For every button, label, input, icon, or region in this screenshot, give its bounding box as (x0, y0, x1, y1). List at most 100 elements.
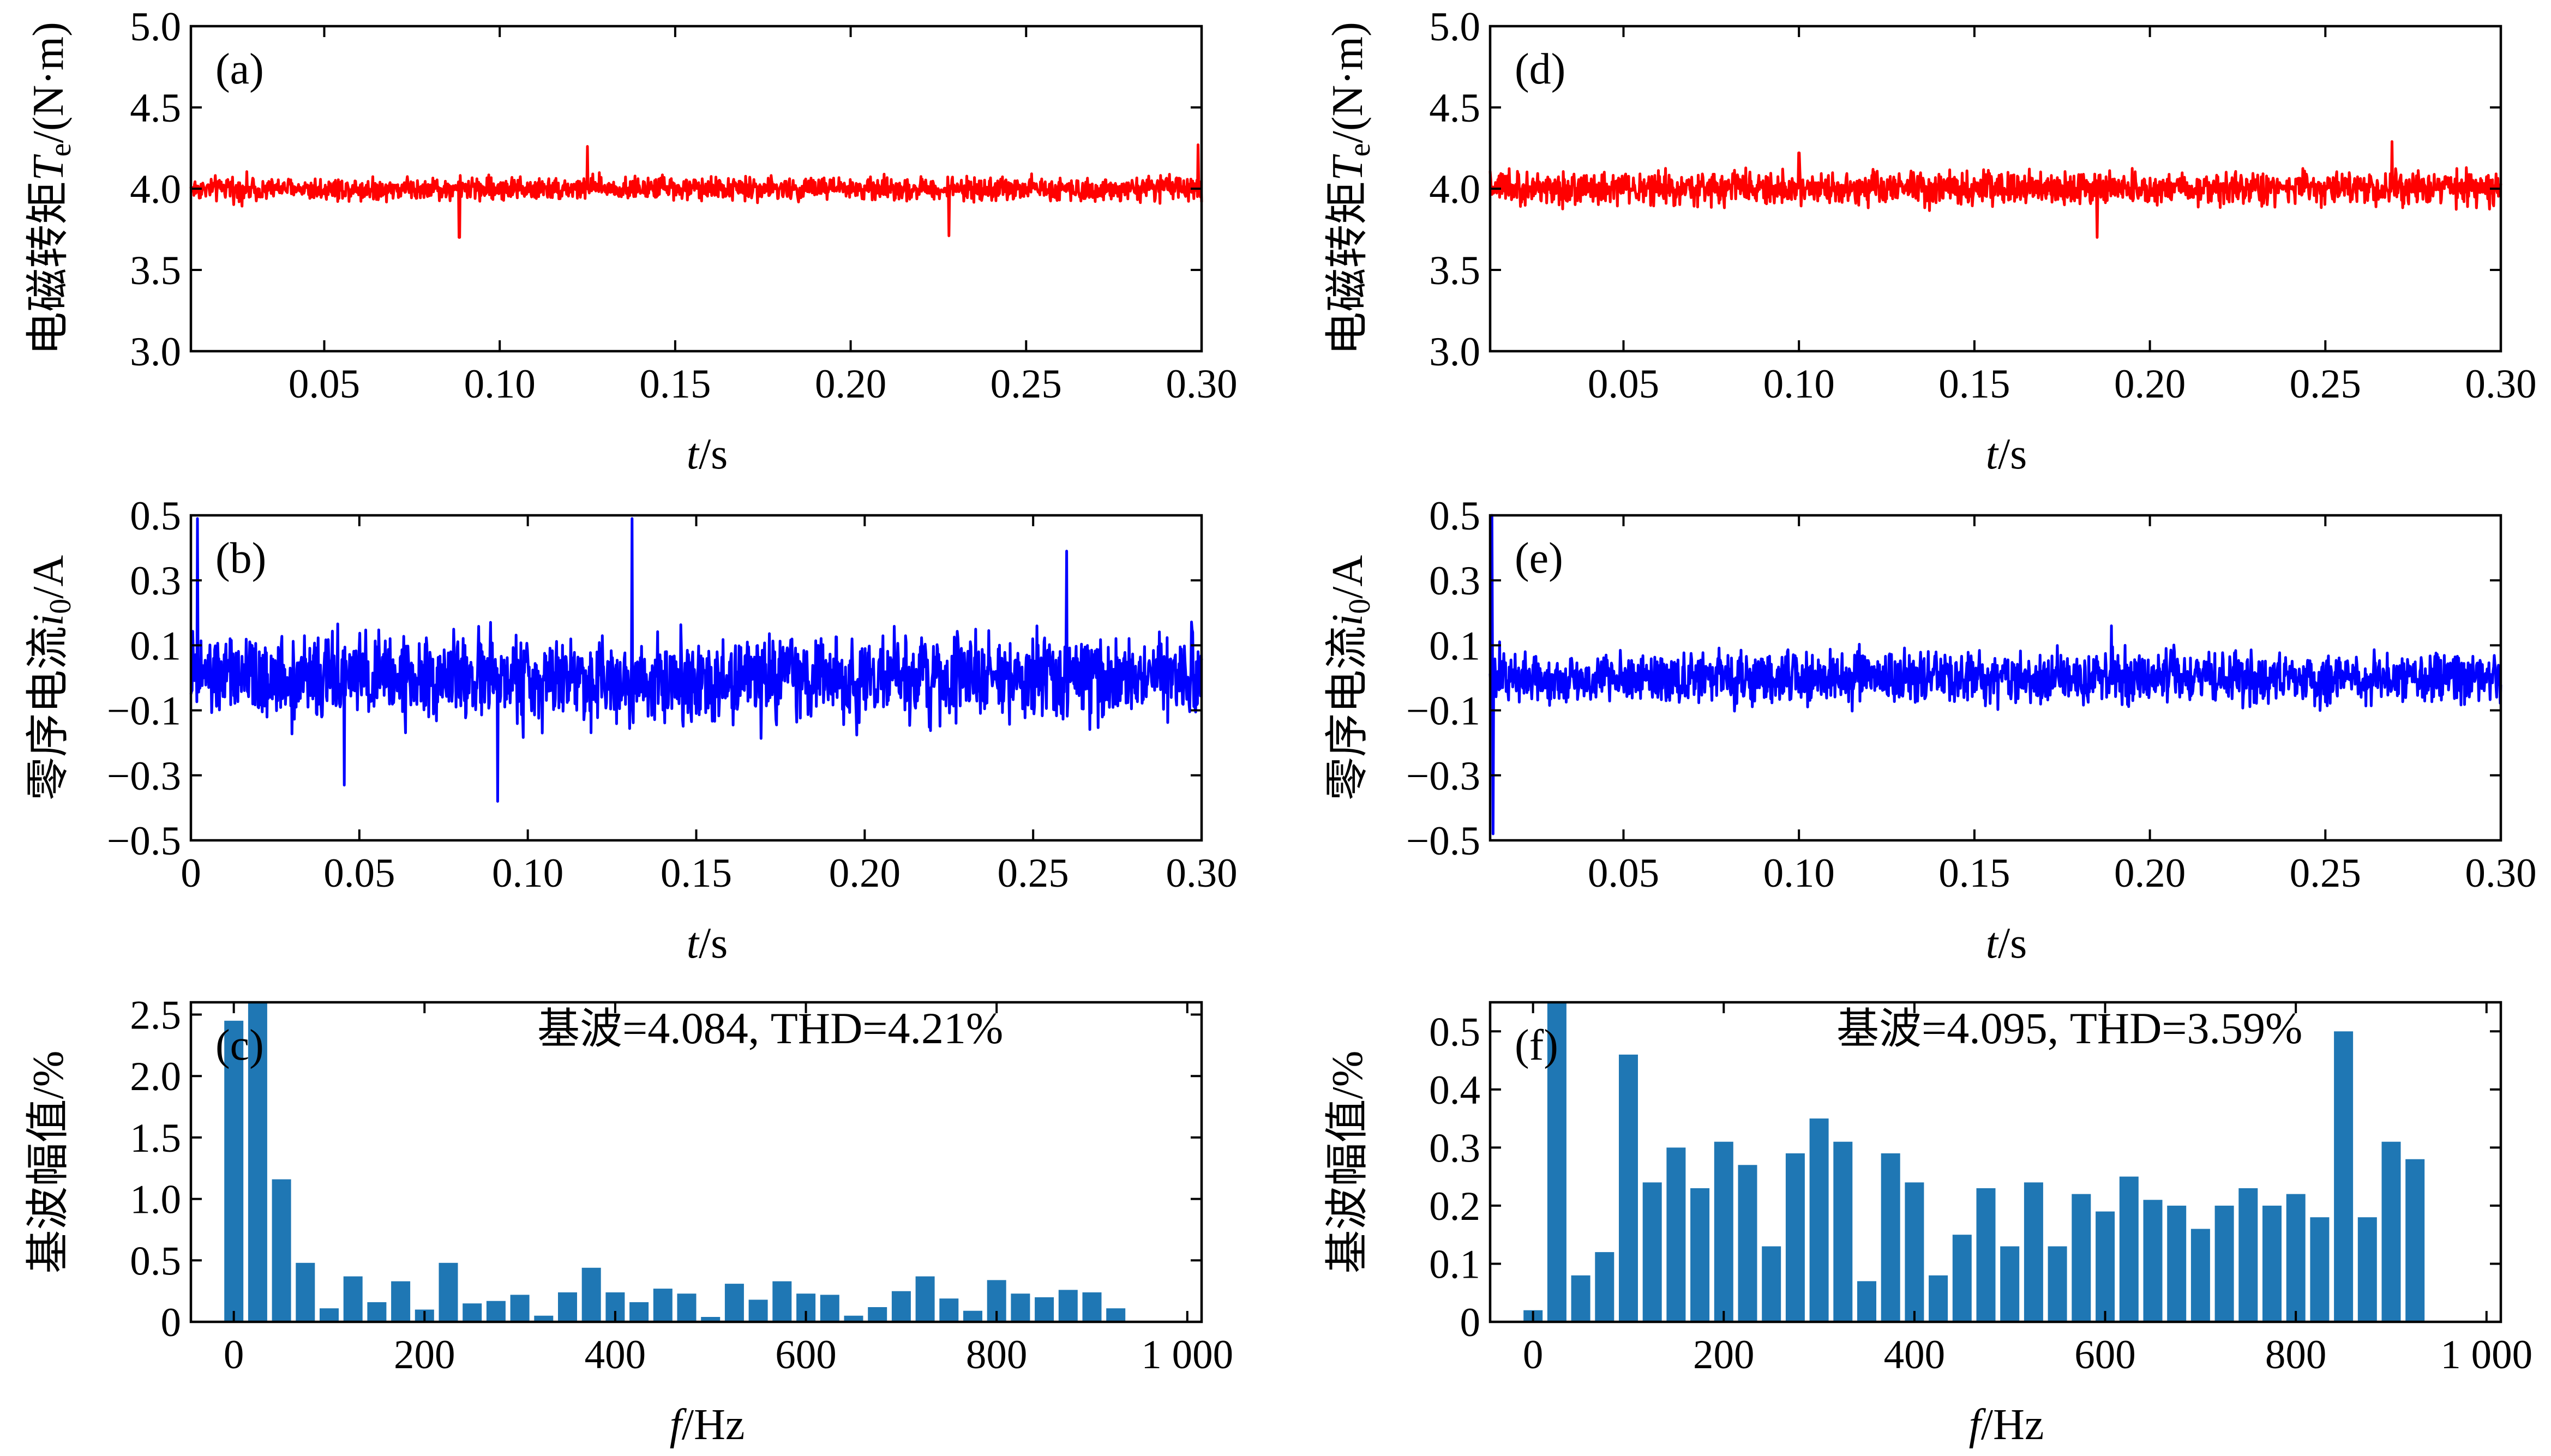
bar-f-500hz (2000, 1246, 2020, 1322)
y-tick-label-b-2: −0.1 (107, 689, 181, 734)
bar-c-525hz (724, 1284, 744, 1322)
y-axis-subscript-a: e (44, 143, 77, 157)
bar-c-0hz (224, 1020, 244, 1322)
bar-c-75hz (296, 1262, 315, 1322)
y-axis-name-f: 基波幅值 (1322, 1099, 1372, 1273)
bar-f-925hz (2405, 1159, 2425, 1322)
bar-c-625hz (820, 1295, 839, 1322)
bar-c-725hz (915, 1276, 935, 1322)
bar-c-450hz (653, 1289, 673, 1322)
x-tick-label-e-0: 0.05 (1588, 851, 1659, 896)
bar-c-225hz (439, 1262, 458, 1322)
x-tick-label-d-5: 0.30 (2465, 362, 2536, 407)
y-axis-label-a: 电磁转矩Te/(N·m) (22, 22, 77, 356)
y-tick-label-e-2: −0.1 (1406, 689, 1480, 734)
bar-f-250hz (1762, 1246, 1781, 1322)
y-tick-label-c-3: 1.5 (130, 1116, 181, 1161)
series-line-te-d (1488, 140, 2502, 239)
y-tick-label-f-5: 0.5 (1429, 1009, 1480, 1055)
y-axis-label-f: 基波幅值/% (1322, 1051, 1372, 1274)
bar-f-200hz (1714, 1141, 1733, 1322)
bar-f-700hz (2190, 1229, 2210, 1322)
x-tick-label-e-5: 0.30 (2465, 851, 2536, 896)
bar-f-650hz (2143, 1200, 2163, 1322)
y-tick-label-f-1: 0.1 (1429, 1242, 1480, 1287)
y-axis-symbol-a: T (25, 154, 73, 181)
chart-panel-f: 0 200 400 600 800 1 000 0 0.1 0.2 0.3 0.4 0.5 (f) 基波=… (1322, 1001, 2532, 1449)
x-tick-label-e-3: 0.20 (2114, 851, 2186, 896)
x-tick-label-e-1: 0.10 (1763, 851, 1835, 896)
y-axis-name-e: 零序电流 (1322, 626, 1372, 801)
bar-f-875hz (2357, 1217, 2377, 1322)
x-axis-label-f: f/Hz (1969, 1401, 2044, 1449)
bar-f-725hz (2214, 1205, 2234, 1322)
x-tick-label-b-4: 0.20 (829, 851, 901, 896)
x-tick-label-b-5: 0.25 (998, 851, 1069, 896)
chart-panel-c: 0 200 400 600 800 1 000 0 0.5 1.0 1.5 2.0 2.5 (c) 基波=… (22, 993, 1233, 1449)
bar-c-50hz (272, 1179, 291, 1322)
x-tick-label-a-0: 0.05 (289, 362, 360, 407)
y-axis-unit-c: /% (25, 1051, 73, 1099)
bar-f-150hz (1666, 1147, 1686, 1322)
x-tick-label-d-1: 0.10 (1763, 362, 1835, 407)
annotation-text-f: =4.095, THD=3.59% (1922, 1003, 2302, 1053)
y-tick-label-b-5: 0.5 (130, 494, 181, 539)
x-axis-unit-f: /Hz (1981, 1401, 2044, 1449)
x-tick-label-f-2: 400 (1884, 1332, 1946, 1377)
x-tick-label-d-2: 0.15 (1938, 362, 2010, 407)
bar-f-625hz (2119, 1176, 2139, 1322)
y-axis-label-c: 基波幅值/% (22, 1051, 73, 1274)
bar-c-175hz (391, 1281, 411, 1322)
bar-c-775hz (963, 1310, 982, 1322)
y-axis-name-b: 零序电流 (22, 626, 73, 801)
y-tick-label-d-3: 4.5 (1429, 86, 1480, 131)
bar-f-475hz (1976, 1188, 1996, 1322)
bar-c-275hz (486, 1301, 506, 1322)
y-axis-name-a: 电磁转矩 (22, 181, 73, 356)
x-tick-label-c-2: 400 (585, 1332, 646, 1377)
x-tick-label-a-5: 0.30 (1166, 362, 1237, 407)
x-axis-unit-e: /s (1998, 919, 2027, 967)
y-axis-subscript-d: e (1343, 143, 1377, 157)
bar-f-425hz (1929, 1275, 1948, 1322)
bar-c-700hz (891, 1291, 911, 1322)
x-tick-label-b-1: 0.05 (323, 851, 395, 896)
bar-f-800hz (2286, 1194, 2306, 1322)
y-axis-symbol-e: i (1324, 614, 1372, 626)
x-tick-label-c-5: 1 000 (1141, 1332, 1233, 1377)
x-tick-label-c-0: 0 (224, 1332, 244, 1377)
bar-f-900hz (2381, 1141, 2401, 1322)
x-axis-symbol-e: t (1986, 919, 1999, 967)
x-axis-label-c: f/Hz (670, 1401, 745, 1449)
bar-c-575hz (772, 1281, 792, 1322)
annotation-f: 基波=4.095, THD=3.59% (1836, 1003, 2302, 1054)
y-tick-label-f-2: 0.2 (1429, 1184, 1480, 1229)
panel-label-e: (e) (1515, 534, 1563, 582)
bar-c-300hz (510, 1295, 530, 1322)
bar-f-825hz (2310, 1217, 2330, 1322)
bar-c-650hz (844, 1315, 863, 1322)
bar-c-900hz (1082, 1292, 1102, 1322)
bar-f-275hz (1785, 1153, 1805, 1322)
x-tick-label-c-1: 200 (394, 1332, 455, 1377)
x-axis-symbol-b: t (687, 919, 700, 967)
y-tick-label-d-1: 3.5 (1429, 248, 1480, 293)
y-tick-label-a-1: 3.5 (130, 248, 181, 293)
bar-f-25hz (1547, 1002, 1566, 1322)
y-tick-label-a-3: 4.5 (130, 86, 181, 131)
x-tick-label-d-0: 0.05 (1588, 362, 1659, 407)
chart-panel-e: 0.05 0.10 0.15 0.20 0.25 0.30−0.5−0.3−0.10.10… (1322, 494, 2537, 967)
annotation-text-c: =4.084, THD=4.21% (622, 1003, 1003, 1053)
x-axis-label-d: t/s (1986, 430, 2027, 478)
x-axis-unit-a: /s (699, 430, 728, 478)
y-tick-label-c-0: 0 (161, 1300, 182, 1345)
x-tick-label-f-4: 800 (2265, 1332, 2327, 1377)
x-tick-label-b-6: 0.30 (1166, 851, 1237, 896)
y-tick-label-c-2: 1.0 (130, 1177, 181, 1223)
plot-frame-e (1488, 514, 2502, 842)
x-tick-label-a-2: 0.15 (639, 362, 711, 407)
bar-c-375hz (581, 1267, 601, 1322)
bar-f-775hz (2262, 1205, 2282, 1322)
x-tick-label-d-4: 0.25 (2290, 362, 2361, 407)
